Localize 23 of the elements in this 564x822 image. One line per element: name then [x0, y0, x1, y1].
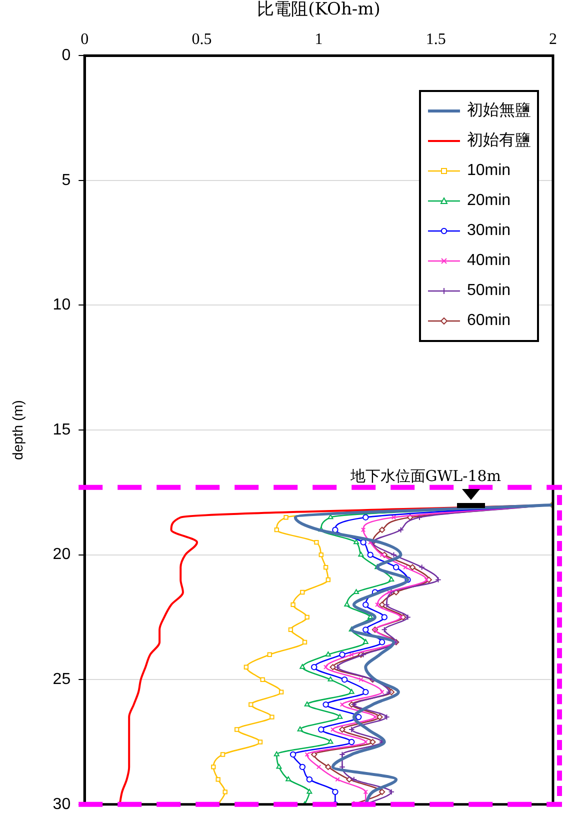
y-axis-title: depth (m)	[9, 400, 26, 460]
x-tick-label: 1.5	[426, 31, 446, 48]
legend-label: 初始無鹽	[467, 100, 531, 122]
y-tick-label: 15	[52, 421, 71, 438]
legend-label: 50min	[467, 282, 511, 300]
legend-label: 10min	[467, 162, 511, 180]
legend-label: 60min	[467, 312, 511, 330]
legend-label: 30min	[467, 222, 511, 240]
legend-label: 40min	[467, 252, 511, 270]
y-tick-label: 30	[52, 796, 71, 813]
legend-label: 20min	[467, 192, 511, 210]
y-tick-label: 5	[62, 172, 71, 189]
y-tick-label: 25	[52, 671, 71, 688]
x-tick-label: 0.5	[192, 31, 212, 48]
x-tick-label: 2	[549, 31, 557, 48]
annotation: 地下水位面GWL-18m	[349, 466, 502, 485]
y-tick-label: 10	[52, 296, 71, 314]
y-tick-label: 0	[62, 47, 71, 64]
y-tick-label: 20	[52, 546, 71, 564]
legend-label: 初始有鹽	[467, 130, 531, 152]
x-tick-label: 1	[314, 31, 323, 48]
x-axis-title: 比電阻(KOh-m)	[257, 0, 380, 20]
x-tick-label: 0	[80, 31, 89, 48]
